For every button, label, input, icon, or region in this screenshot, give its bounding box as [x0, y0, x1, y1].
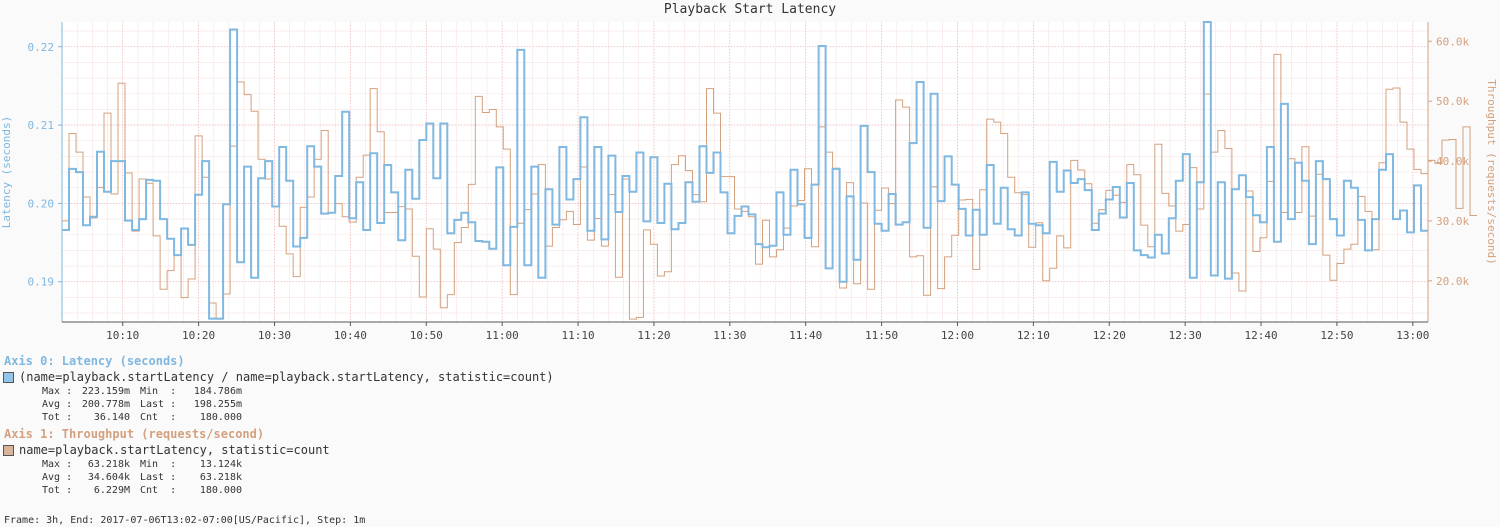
x-tick-label: 10:30 — [258, 329, 291, 342]
axis-0-title: Axis 0: Latency (seconds) — [4, 354, 185, 368]
stat-key: Tot : — [42, 485, 73, 496]
y-axis-right-label: Throughput (requests/second) — [1485, 79, 1498, 264]
x-tick-label: 13:00 — [1396, 329, 1429, 342]
chart-title: Playback Start Latency — [664, 2, 836, 17]
stat-key: Last : — [140, 472, 177, 483]
legend-series-0-label: (name=playback.startLatency / name=playb… — [19, 370, 554, 384]
stat-key: Avg : — [42, 399, 73, 410]
x-tick-label: 10:50 — [410, 329, 443, 342]
x-tick-label: 12:10 — [1017, 329, 1050, 342]
stat-key: Cnt : — [140, 412, 177, 423]
stat-avg: 34.604k — [87, 472, 130, 483]
stat-last: 63.218k — [199, 472, 242, 483]
y-right-tick-label: 40.0k — [1436, 155, 1469, 168]
stats-row: Tot : 6.229M Cnt : 180.000 — [42, 484, 1500, 497]
y-right-tick-label: 20.0k — [1436, 275, 1469, 288]
chart-axes: 10:10 10:20 10:30 10:40 10:50 11:00 11:10 11:20… — [28, 22, 1469, 342]
x-tick-label: 11:10 — [561, 329, 594, 342]
legend-swatch-0 — [3, 371, 14, 383]
y-left-tick-label: 0.20 — [28, 197, 55, 210]
stat-last: 198.255m — [193, 399, 242, 410]
stats-row: Avg : 34.604k Last : 63.218k — [42, 471, 1500, 484]
y-left-tick-label: 0.22 — [28, 41, 55, 54]
y-right-tick-label: 30.0k — [1436, 215, 1469, 228]
footer-info: Frame: 3h, End: 2017-07-06T13:02-07:00[U… — [4, 515, 366, 526]
legend: Axis 0: Latency (seconds) (name=playback… — [0, 354, 1500, 497]
x-tick-label: 11:00 — [486, 329, 519, 342]
stat-min: 13.124k — [199, 459, 242, 470]
y-left-tick-label: 0.19 — [28, 276, 55, 289]
x-tick-label: 11:20 — [637, 329, 670, 342]
x-tick-label: 12:00 — [941, 329, 974, 342]
x-tick-label: 11:40 — [789, 329, 822, 342]
stat-key: Max : — [42, 459, 73, 470]
stats-row: Tot : 36.140 Cnt : 180.000 — [42, 411, 1500, 424]
legend-series-0: (name=playback.startLatency / name=playb… — [3, 369, 1500, 385]
x-tick-label: 12:30 — [1169, 329, 1202, 342]
x-tick-label: 12:40 — [1244, 329, 1277, 342]
chart: Playback Start Latency Latency (seconds)… — [0, 2, 1498, 342]
stat-key: Min : — [140, 386, 177, 397]
stat-min: 184.786m — [193, 386, 242, 397]
stat-key: Avg : — [42, 472, 73, 483]
x-tick-label: 11:30 — [713, 329, 746, 342]
stat-key: Tot : — [42, 412, 73, 423]
stat-key: Max : — [42, 386, 73, 397]
series-line-throughput — [62, 53, 1477, 320]
axis-1-title: Axis 1: Throughput (requests/second) — [4, 427, 265, 441]
legend-series-1: name=playback.startLatency, statistic=co… — [3, 442, 1500, 458]
stat-avg: 200.778m — [81, 399, 130, 410]
stat-key: Cnt : — [140, 485, 177, 496]
stat-cnt: 180.000 — [199, 485, 242, 496]
stat-tot: 36.140 — [93, 412, 130, 423]
y-axis-left-label: Latency (seconds) — [0, 116, 13, 229]
legend-stats-0: Max : 223.159m Min : 184.786m Avg : 200.778… — [42, 385, 1500, 424]
stat-tot: 6.229M — [93, 485, 130, 496]
legend-stats-1: Max : 63.218k Min : 13.124k Avg : 34.604k L… — [42, 458, 1500, 497]
stat-max: 63.218k — [87, 459, 130, 470]
x-tick-label: 10:20 — [182, 329, 215, 342]
x-tick-label: 12:50 — [1320, 329, 1353, 342]
stat-max: 223.159m — [81, 386, 130, 397]
stats-row: Max : 63.218k Min : 13.124k — [42, 458, 1500, 471]
series-line-latency — [62, 21, 1428, 320]
x-tick-label: 11:50 — [865, 329, 898, 342]
legend-series-1-label: name=playback.startLatency, statistic=co… — [19, 443, 330, 457]
chart-grid — [61, 22, 1429, 322]
x-tick-label: 10:10 — [106, 329, 139, 342]
x-tick-label: 12:20 — [1093, 329, 1126, 342]
stat-key: Min : — [140, 459, 177, 470]
y-right-tick-label: 60.0k — [1436, 35, 1469, 48]
stat-cnt: 180.000 — [199, 412, 242, 423]
legend-swatch-1 — [3, 444, 14, 456]
y-left-tick-label: 0.21 — [28, 119, 55, 132]
stats-row: Avg : 200.778m Last : 198.255m — [42, 398, 1500, 411]
y-right-tick-label: 50.0k — [1436, 95, 1469, 108]
stats-row: Max : 223.159m Min : 184.786m — [42, 385, 1500, 398]
stat-key: Last : — [140, 399, 177, 410]
x-tick-label: 10:40 — [334, 329, 367, 342]
chart-series — [62, 21, 1477, 320]
